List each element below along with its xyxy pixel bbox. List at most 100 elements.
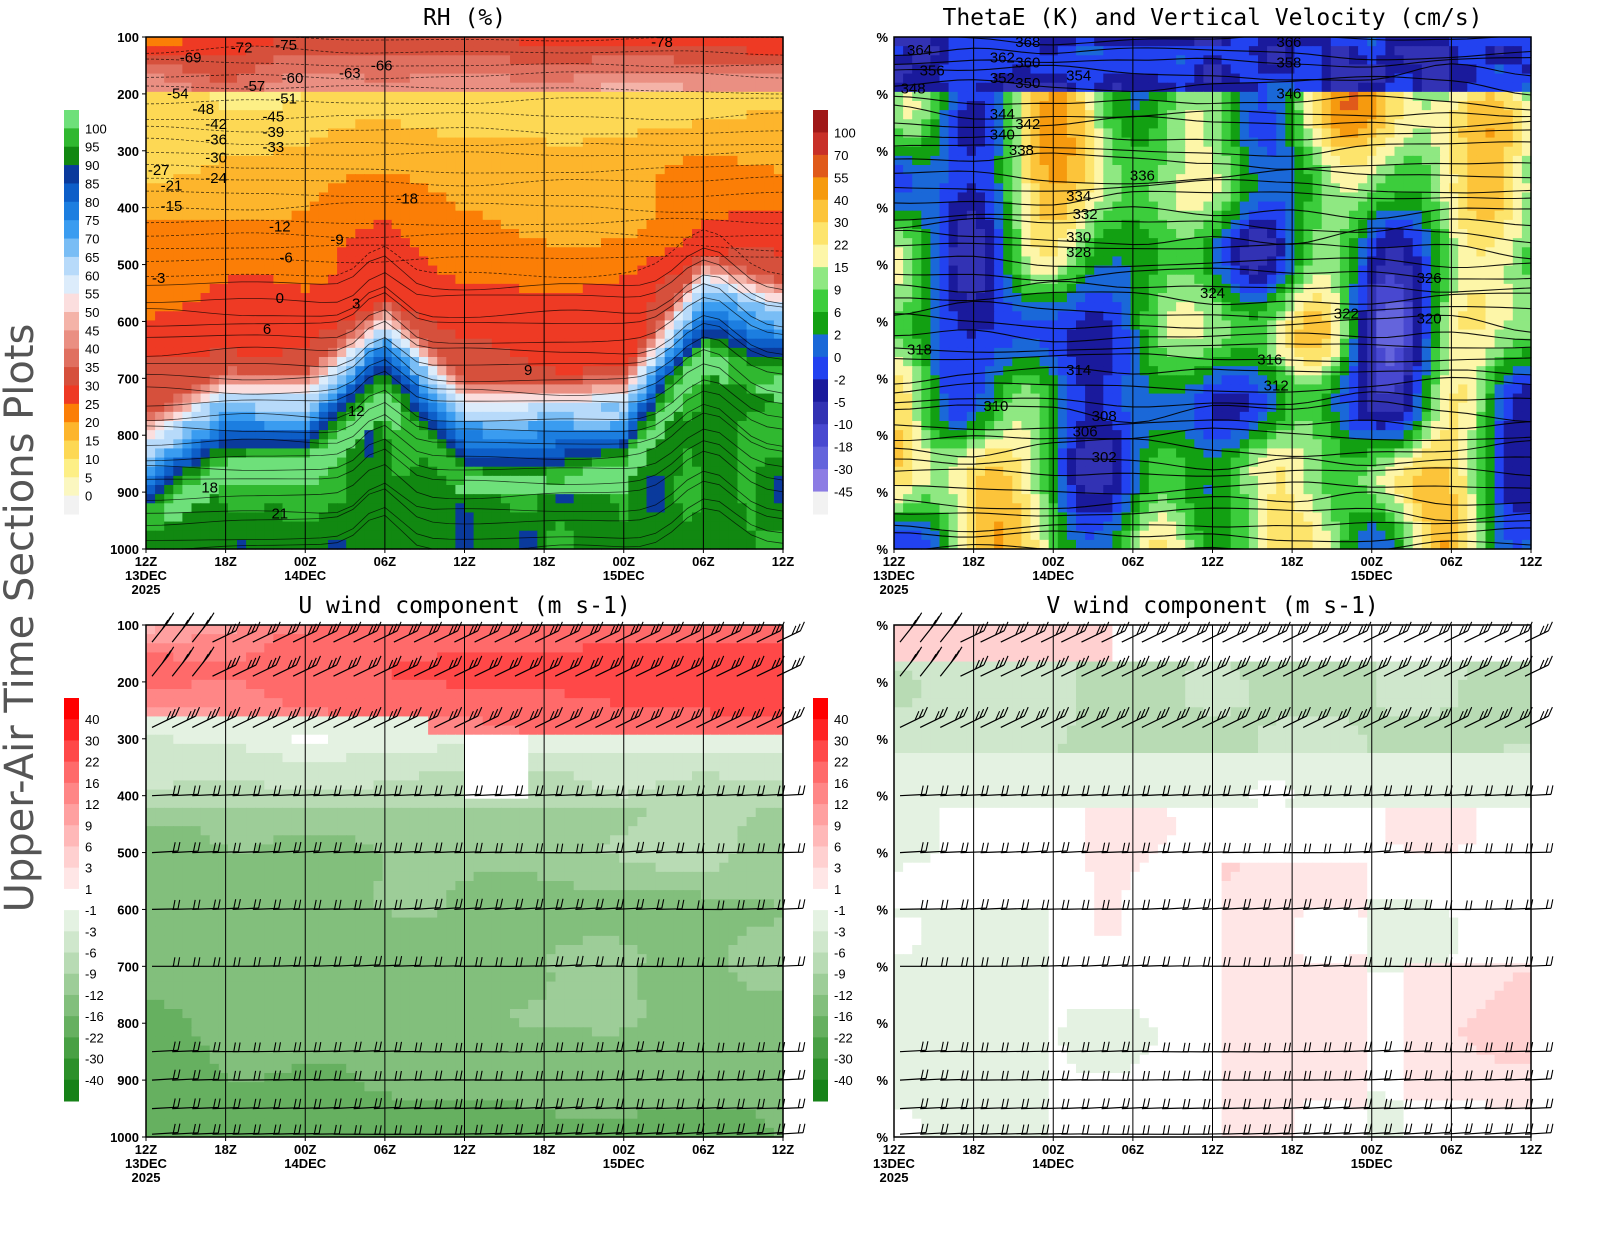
field-cell — [382, 466, 393, 477]
field-cell — [373, 393, 384, 404]
field-cell — [1121, 128, 1132, 139]
field-cell — [155, 283, 165, 294]
field-cell — [428, 55, 438, 66]
field-cell — [428, 229, 438, 239]
field-cell — [564, 293, 575, 303]
field-cell — [985, 119, 995, 130]
field-cell — [473, 283, 484, 294]
field-cell — [537, 210, 547, 221]
field-cell — [682, 219, 693, 230]
field-cell — [491, 384, 502, 395]
field-cell — [591, 302, 602, 312]
field-cell — [446, 174, 456, 184]
field-cell — [237, 155, 247, 166]
field-cell — [528, 512, 538, 523]
field-cell — [646, 320, 657, 331]
field-cell — [673, 448, 684, 459]
field-cell — [1512, 73, 1523, 84]
field-cell — [273, 192, 284, 203]
field-cell — [637, 521, 648, 532]
field-cell — [328, 274, 338, 285]
field-cell — [455, 64, 466, 75]
field-cell — [473, 411, 484, 422]
field-cell — [346, 311, 356, 322]
field-cell — [1230, 119, 1241, 130]
field-cell — [318, 110, 329, 120]
field-cell — [519, 329, 529, 340]
field-cell — [455, 155, 466, 166]
field-cell — [655, 256, 666, 267]
field-cell — [655, 448, 666, 459]
field-cell — [382, 183, 393, 194]
field-cell — [391, 366, 402, 376]
field-cell — [664, 320, 675, 331]
field-cell — [601, 210, 611, 221]
field-cell — [318, 137, 329, 148]
field-cell — [1176, 46, 1186, 56]
field-cell — [591, 82, 602, 93]
field-cell — [182, 155, 193, 166]
field-cell — [1212, 55, 1223, 66]
field-cell — [1512, 110, 1523, 120]
field-cell — [710, 503, 720, 514]
field-cell — [601, 402, 611, 413]
field-cell — [610, 265, 620, 276]
field-cell — [682, 338, 693, 349]
field-cell — [1421, 55, 1432, 66]
field-cell — [1349, 73, 1359, 84]
field-cell — [400, 110, 411, 120]
field-cell — [419, 421, 429, 431]
field-cell — [1312, 155, 1323, 166]
field-cell — [400, 146, 411, 157]
field-cell — [355, 247, 365, 258]
field-cell — [209, 466, 220, 477]
field-cell — [246, 357, 256, 367]
field-cell — [1349, 155, 1359, 166]
field-cell — [282, 183, 293, 194]
field-cell — [191, 165, 202, 175]
field-cell — [146, 137, 156, 148]
field-cell — [1312, 55, 1323, 66]
field-cell — [546, 64, 557, 75]
field-cell — [155, 256, 165, 267]
field-cell — [1376, 165, 1386, 175]
field-cell — [701, 274, 711, 285]
field-cell — [773, 430, 784, 440]
field-cell — [446, 46, 456, 56]
field-cell — [1267, 55, 1277, 66]
field-cell — [519, 411, 529, 422]
field-cell — [409, 174, 420, 184]
field-cell — [1385, 110, 1396, 120]
field-cell — [482, 283, 493, 294]
field-cell — [155, 475, 165, 486]
field-cell — [755, 375, 766, 386]
field-cell — [264, 119, 274, 130]
field-cell — [200, 338, 211, 349]
field-cell — [291, 183, 302, 194]
field-cell — [582, 302, 593, 312]
field-cell — [282, 302, 293, 312]
field-cell — [1321, 165, 1332, 175]
field-cell — [1394, 137, 1405, 148]
field-cell — [428, 338, 438, 349]
field-cell — [209, 64, 220, 75]
field-cell — [282, 82, 293, 93]
field-cell — [510, 64, 520, 75]
field-cell — [528, 448, 538, 459]
field-cell — [337, 521, 347, 532]
field-cell — [737, 46, 748, 56]
field-cell — [710, 338, 720, 349]
field-cell — [355, 165, 365, 175]
field-cell — [437, 174, 447, 184]
field-cell — [428, 448, 438, 459]
field-cell — [692, 73, 702, 84]
field-cell — [755, 146, 766, 157]
field-cell — [528, 439, 538, 450]
field-cell — [473, 55, 484, 66]
field-cell — [564, 448, 575, 459]
field-cell — [591, 457, 602, 468]
field-cell — [637, 146, 648, 157]
field-cell — [701, 485, 711, 495]
field-cell — [264, 46, 274, 56]
field-cell — [273, 219, 284, 230]
